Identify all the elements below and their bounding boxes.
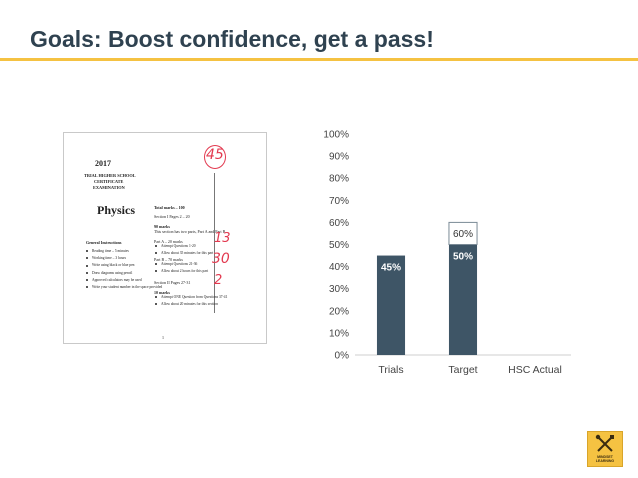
exam-subject: Physics bbox=[97, 203, 136, 217]
section2-title: Section II Pages 27-31 bbox=[154, 280, 191, 285]
section2-item: Attempt ONE Question from Questions 37-4… bbox=[154, 295, 227, 299]
section2-marks: 10 marks bbox=[154, 290, 170, 295]
handwritten-score: 45 bbox=[206, 147, 224, 163]
y-tick-label: 20% bbox=[329, 306, 349, 317]
section1-title: Section I Pages 2 – 20 bbox=[154, 214, 190, 219]
bar-target bbox=[448, 244, 478, 355]
instruction-item: Reading time – 5 minutes bbox=[85, 249, 162, 253]
instruction-item: Write your student number in the space p… bbox=[85, 285, 162, 289]
y-tick-label: 60% bbox=[329, 218, 349, 229]
handwritten-section2: 2 bbox=[214, 273, 223, 288]
section2-item: Allow about 20 minutes for this section bbox=[154, 302, 227, 306]
section1-desc: This section has two parts, Part A and P… bbox=[154, 229, 226, 234]
instruction-item: Approved calculators may be used bbox=[85, 278, 162, 282]
section1-marks: 90 marks bbox=[154, 224, 170, 229]
partB-title: Part B – 70 marks bbox=[154, 257, 183, 262]
bar-data-label: 50% bbox=[453, 252, 473, 263]
y-tick-label: 90% bbox=[329, 152, 349, 163]
instruction-item: Draw diagrams using pencil bbox=[85, 271, 162, 275]
handwritten-partA: 13 bbox=[214, 231, 231, 246]
exam-divider bbox=[214, 173, 215, 313]
logo-text-line: LEARNING bbox=[595, 459, 615, 463]
partB-list: Attempt Questions 21-36 Allow about 2 ho… bbox=[154, 262, 208, 276]
y-tick-label: 70% bbox=[329, 196, 349, 207]
y-tick-label: 50% bbox=[329, 240, 349, 251]
instruction-item: Write using black or blue pen bbox=[85, 263, 162, 267]
x-category-label: Trials bbox=[378, 364, 403, 376]
y-tick-label: 80% bbox=[329, 174, 349, 185]
score-circle-annotation bbox=[204, 145, 226, 169]
handwritten-partB: 30 bbox=[212, 251, 230, 267]
exam-heading-3: EXAMINATION bbox=[93, 185, 125, 190]
logo: MINDSET LEARNING bbox=[587, 431, 623, 467]
y-tick-label: 40% bbox=[329, 262, 349, 273]
section2-list: Attempt ONE Question from Questions 37-4… bbox=[154, 295, 227, 309]
instructions-list: Reading time – 5 minutes Working time – … bbox=[85, 249, 162, 292]
slide-title: Goals: Boost confidence, get a pass! bbox=[30, 26, 434, 52]
exam-paper-image: 2017 TRIAL HIGHER SCHOOL CERTIFICATE EXA… bbox=[63, 132, 267, 344]
bar-trials bbox=[376, 255, 406, 355]
exam-heading-1: TRIAL HIGHER SCHOOL bbox=[84, 173, 136, 178]
partA-title: Part A – 20 marks bbox=[154, 239, 183, 244]
page-number: 1 bbox=[162, 335, 164, 340]
y-tick-label: 100% bbox=[323, 130, 349, 141]
general-instructions-title: General Instructions bbox=[86, 240, 122, 245]
y-tick-label: 0% bbox=[335, 351, 350, 362]
total-marks: Total marks – 100 bbox=[154, 205, 185, 210]
title-underline bbox=[0, 58, 638, 61]
exam-year: 2017 bbox=[95, 159, 111, 168]
y-tick-label: 30% bbox=[329, 284, 349, 295]
target-range-label: 60% bbox=[453, 229, 473, 240]
instruction-item: Working time – 3 hours bbox=[85, 256, 162, 260]
partB-item: Attempt Questions 21-36 bbox=[154, 262, 208, 266]
y-tick-label: 10% bbox=[329, 328, 349, 339]
x-category-label: Target bbox=[448, 364, 477, 376]
partA-list: Attempt Questions 1-20 Allow about 35 mi… bbox=[154, 244, 213, 258]
partA-item: Allow about 35 minutes for this part bbox=[154, 251, 213, 255]
partA-item: Attempt Questions 1-20 bbox=[154, 244, 213, 248]
x-category-label: HSC Actual bbox=[508, 364, 562, 376]
bar-data-label: 45% bbox=[381, 263, 401, 274]
crossed-tools-icon bbox=[595, 434, 614, 452]
logo-text-line: MINDSET bbox=[597, 455, 613, 459]
target-range-box bbox=[448, 221, 478, 245]
partB-item: Allow about 2 hours for this part bbox=[154, 269, 208, 273]
exam-heading-2: CERTIFICATE bbox=[94, 179, 124, 184]
